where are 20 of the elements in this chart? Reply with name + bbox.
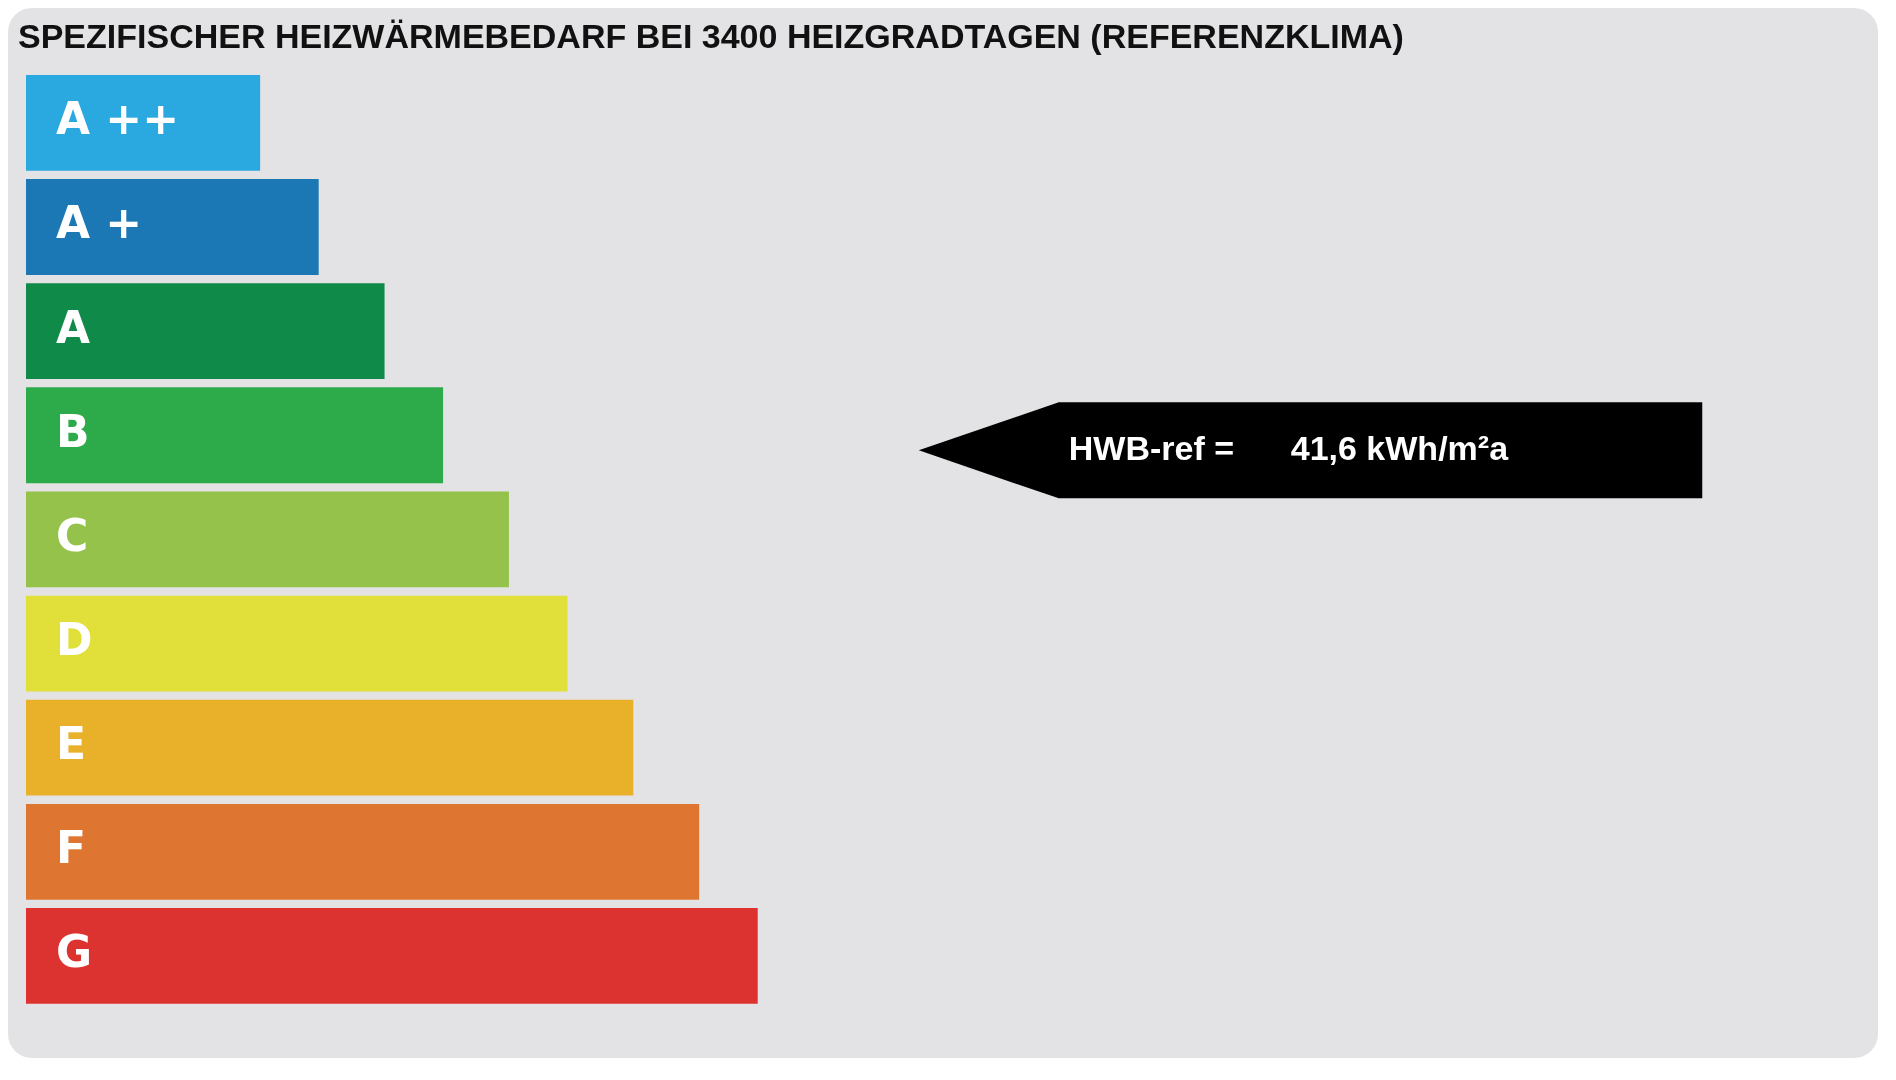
bar — [26, 179, 319, 275]
chart-title: SPEZIFISCHER HEIZWÄRMEBEDARF BEI 3400 HEIZGRADTAGEN (REFERENZKLIMA) — [18, 16, 1404, 55]
bar — [26, 908, 758, 1004]
bar — [26, 283, 385, 380]
y-tick-label: A + — [56, 197, 143, 249]
y-tick-label: A ++ — [56, 93, 180, 145]
bar — [26, 699, 634, 796]
bar — [26, 74, 261, 171]
y-tick-label: E — [56, 718, 87, 770]
y-tick-label: D — [56, 613, 93, 665]
y-tick-label: C — [56, 509, 89, 561]
bar — [26, 595, 568, 692]
y-tick-label: F — [56, 822, 87, 874]
text: HWB-ref = 41,6 kWh/m²a — [1068, 428, 1510, 467]
y-tick-label: B — [56, 405, 90, 457]
y-tick-label: A — [56, 301, 91, 353]
y-tick-label: G — [56, 926, 93, 978]
bar — [26, 387, 444, 484]
bar — [26, 491, 509, 588]
bar — [26, 803, 700, 900]
